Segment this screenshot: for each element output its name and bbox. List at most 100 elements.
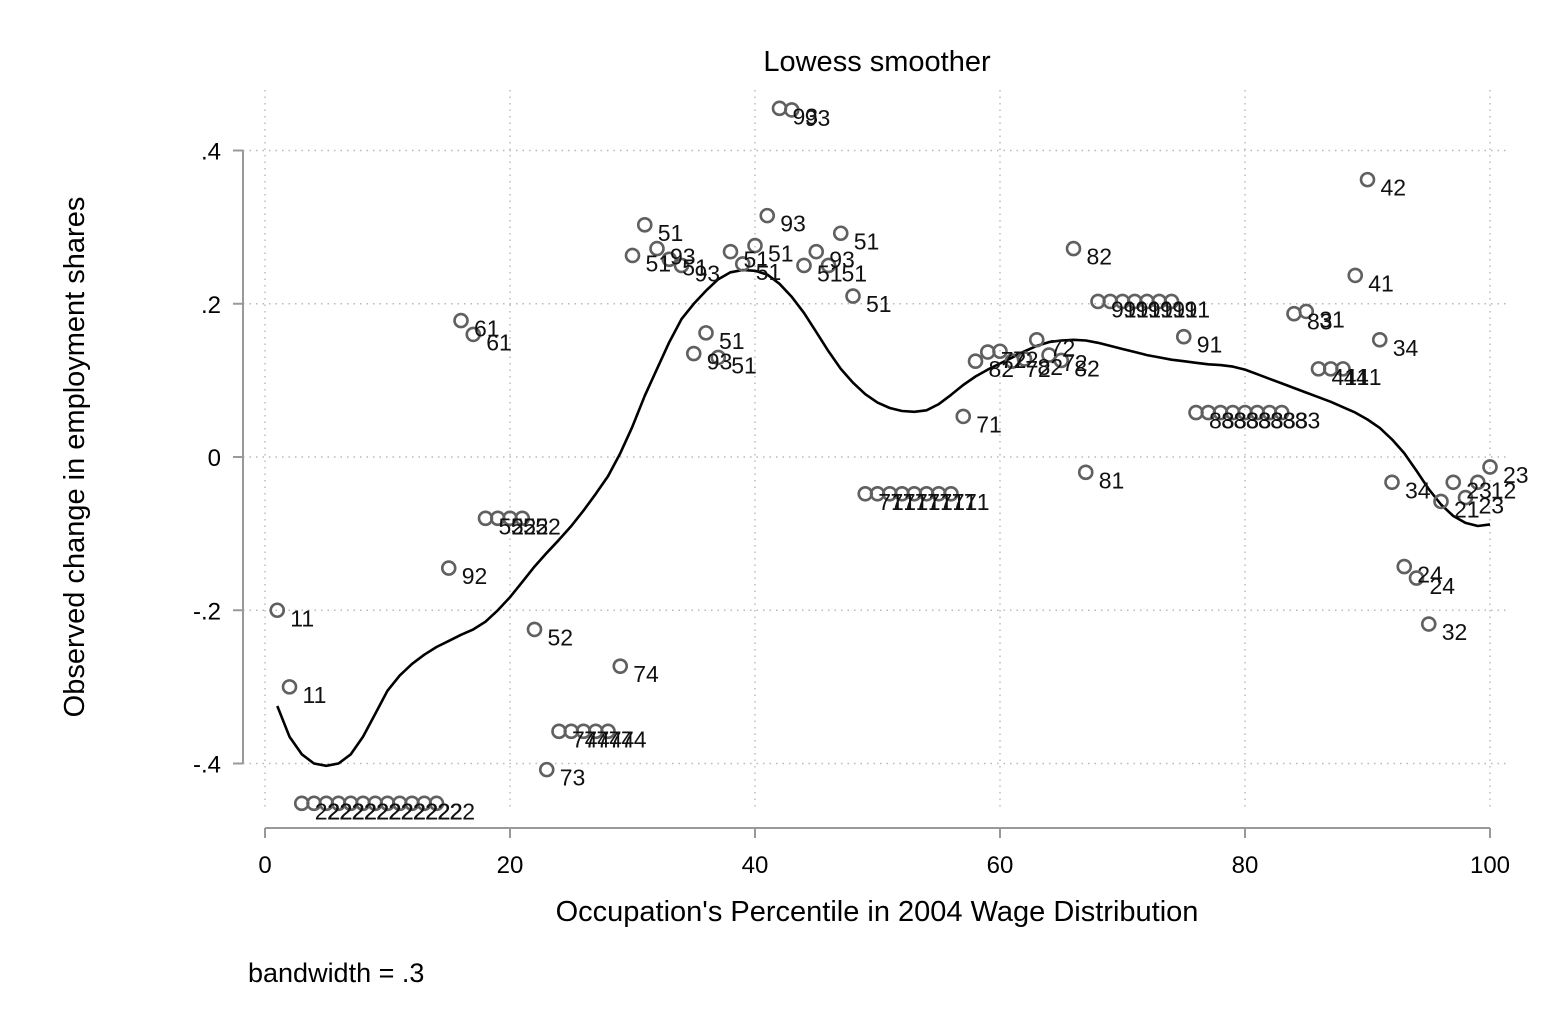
bandwidth-note: bandwidth = .3 (248, 958, 424, 988)
point-label-53: 71 (940, 489, 966, 515)
data-point-46 (832, 225, 849, 242)
point-label-65: 82 (1087, 244, 1113, 270)
data-point-92 (1396, 558, 1413, 575)
point-label-19: 52 (523, 513, 549, 539)
point-label-0: 11 (290, 605, 314, 631)
point-label-85: 41 (1332, 364, 1358, 390)
point-label-93: 24 (1430, 573, 1456, 599)
point-label-1: 11 (303, 682, 327, 708)
point-label-86: 41 (1344, 364, 1370, 390)
point-label-81: 83 (1283, 408, 1309, 434)
point-label-30: 51 (658, 220, 684, 246)
data-point-16 (465, 326, 482, 343)
point-label-7: 22 (376, 798, 402, 824)
point-label-70: 91 (1148, 296, 1174, 322)
data-point-27 (600, 723, 616, 740)
data-point-62 (1028, 331, 1045, 348)
point-label-44: 93 (829, 247, 855, 273)
data-point-91 (1384, 474, 1400, 491)
point-label-5: 22 (352, 798, 378, 824)
point-label-17: 52 (499, 513, 525, 539)
point-label-43: 51 (817, 260, 843, 286)
point-label-72: 91 (1172, 296, 1198, 322)
point-label-36: 51 (731, 352, 757, 378)
x-tick-label-0: 0 (258, 852, 271, 879)
data-point-63 (1041, 347, 1057, 363)
point-label-62: 72 (1050, 335, 1076, 361)
data-point-34 (685, 345, 702, 362)
point-label-35: 51 (719, 328, 745, 354)
point-label-40: 93 (780, 211, 806, 237)
data-point-36 (710, 349, 727, 366)
point-label-92: 24 (1417, 562, 1443, 588)
point-label-11: 22 (425, 798, 451, 824)
point-label-27: 74 (621, 726, 647, 752)
point-label-45: 51 (842, 260, 868, 286)
data-point-66 (1077, 464, 1094, 481)
point-label-29: 51 (646, 250, 672, 276)
point-label-3: 22 (327, 798, 353, 824)
data-point-14 (440, 560, 457, 576)
point-label-48: 71 (878, 489, 904, 515)
data-point-88 (1347, 267, 1364, 284)
point-label-76: 83 (1221, 408, 1247, 434)
point-label-83: 83 (1307, 309, 1333, 335)
data-point-98 (1469, 474, 1486, 491)
point-label-10: 22 (413, 798, 439, 824)
data-point-43 (796, 257, 812, 274)
data-point-44 (808, 243, 825, 260)
point-label-39: 51 (768, 241, 794, 267)
point-label-88: 41 (1368, 270, 1394, 296)
point-label-74: 91 (1197, 332, 1223, 358)
point-label-22: 73 (560, 765, 586, 791)
data-point-94 (1420, 616, 1437, 632)
point-label-8: 22 (388, 798, 414, 824)
data-point-1 (281, 679, 298, 695)
data-point-95 (1433, 493, 1449, 510)
point-label-28: 74 (633, 661, 659, 687)
data-point-57 (967, 353, 984, 370)
point-label-73: 91 (1185, 296, 1211, 322)
point-label-69: 91 (1136, 296, 1162, 322)
data-point-99 (1482, 459, 1498, 475)
scatter-points (269, 100, 1498, 812)
data-point-32 (661, 251, 678, 268)
point-label-96: 23 (1466, 477, 1492, 503)
point-label-4: 22 (339, 798, 365, 824)
point-label-49: 71 (891, 489, 917, 515)
point-label-25: 74 (597, 726, 623, 752)
point-label-32: 51 (682, 254, 708, 280)
point-label-87: 41 (1356, 364, 1382, 390)
point-label-97: 23 (1479, 493, 1505, 519)
point-label-38: 51 (756, 259, 782, 285)
point-label-37: 51 (744, 247, 770, 273)
data-point-84 (1298, 303, 1315, 320)
point-label-54: 71 (952, 489, 978, 515)
lowess-line-group (276, 268, 1491, 768)
data-point-30 (636, 217, 653, 233)
x-axis-label: Occupation's Percentile in 2004 Wage Dis… (556, 896, 1199, 928)
y-tick-label-1: -.2 (193, 598, 221, 625)
point-label-99: 23 (1503, 462, 1529, 488)
x-tick-label-4: 80 (1232, 852, 1259, 879)
point-label-71: 91 (1160, 296, 1186, 322)
point-label-82: 83 (1295, 408, 1321, 434)
data-point-42 (783, 102, 800, 118)
y-tick-label-2: 0 (208, 445, 221, 472)
data-point-33 (673, 257, 690, 274)
point-label-89: 42 (1381, 175, 1407, 201)
point-label-6: 22 (364, 798, 390, 824)
data-point-82 (1273, 404, 1290, 421)
point-label-77: 83 (1234, 408, 1260, 434)
point-label-24: 74 (584, 726, 610, 752)
axes (233, 149, 1491, 838)
x-tick-label-3: 60 (987, 852, 1014, 879)
point-label-42: 93 (805, 105, 831, 131)
data-point-29 (624, 247, 641, 264)
point-label-75: 83 (1209, 408, 1235, 434)
point-label-98: 12 (1491, 477, 1517, 503)
data-point-38 (734, 256, 751, 272)
point-label-58: 72 (1001, 347, 1027, 373)
data-point-64 (1053, 352, 1070, 369)
point-label-57: 82 (989, 356, 1015, 382)
